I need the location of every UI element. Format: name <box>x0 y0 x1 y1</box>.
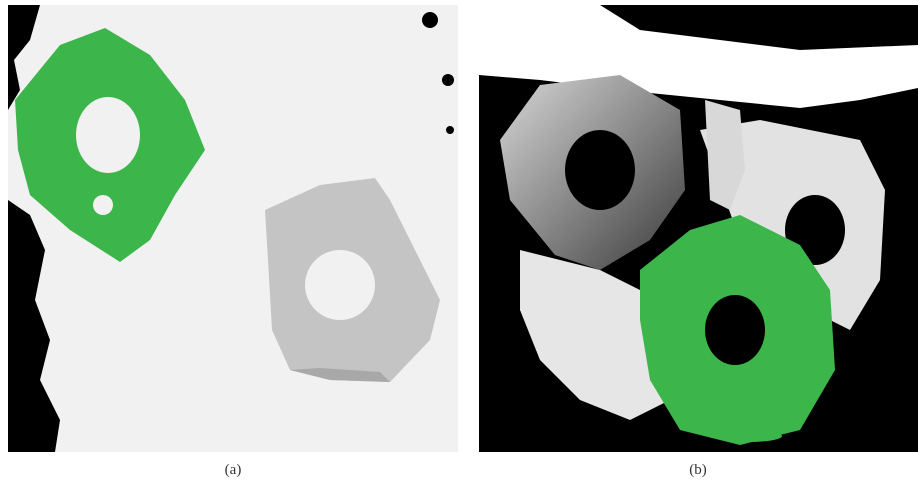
panel-a-image <box>8 5 458 452</box>
page: (a) (b) (() => { const data = JSON.parse… <box>0 0 918 487</box>
panel-label: (a) <box>225 462 242 478</box>
figure: (a) (b) <box>0 0 918 487</box>
panel-b-image <box>479 5 918 452</box>
panel-label: (b) <box>689 462 707 478</box>
